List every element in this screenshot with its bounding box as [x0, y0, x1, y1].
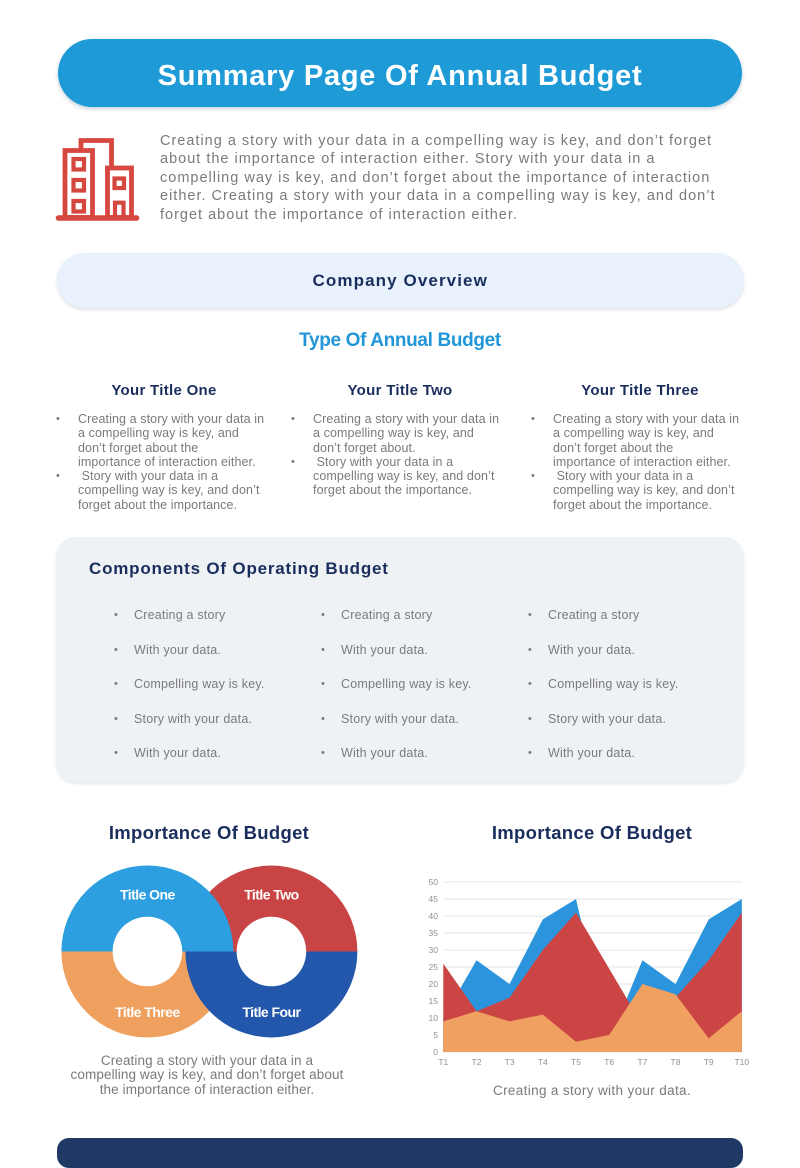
- svg-text:T4: T4: [538, 1057, 548, 1067]
- svg-text:T6: T6: [604, 1057, 614, 1067]
- svg-text:T1: T1: [438, 1057, 448, 1067]
- svg-text:T9: T9: [704, 1057, 714, 1067]
- svg-text:30: 30: [429, 945, 439, 955]
- svg-text:50: 50: [429, 877, 439, 887]
- svg-text:Title Four: Title Four: [242, 1004, 301, 1020]
- svg-text:Title One: Title One: [120, 887, 175, 903]
- svg-text:0: 0: [433, 1047, 438, 1057]
- svg-text:T3: T3: [505, 1057, 515, 1067]
- svg-text:T2: T2: [472, 1057, 482, 1067]
- svg-text:20: 20: [429, 979, 439, 989]
- svg-text:25: 25: [429, 962, 439, 972]
- svg-text:15: 15: [429, 996, 439, 1006]
- svg-text:40: 40: [429, 911, 439, 921]
- svg-text:Title Three: Title Three: [115, 1004, 180, 1020]
- svg-text:45: 45: [429, 894, 439, 904]
- svg-text:T7: T7: [637, 1057, 647, 1067]
- svg-text:Title Two: Title Two: [244, 887, 298, 903]
- svg-text:35: 35: [429, 928, 439, 938]
- svg-text:T5: T5: [571, 1057, 581, 1067]
- svg-text:10: 10: [429, 1013, 439, 1023]
- svg-text:T8: T8: [671, 1057, 681, 1067]
- svg-text:5: 5: [433, 1030, 438, 1040]
- svg-text:T10: T10: [734, 1057, 749, 1067]
